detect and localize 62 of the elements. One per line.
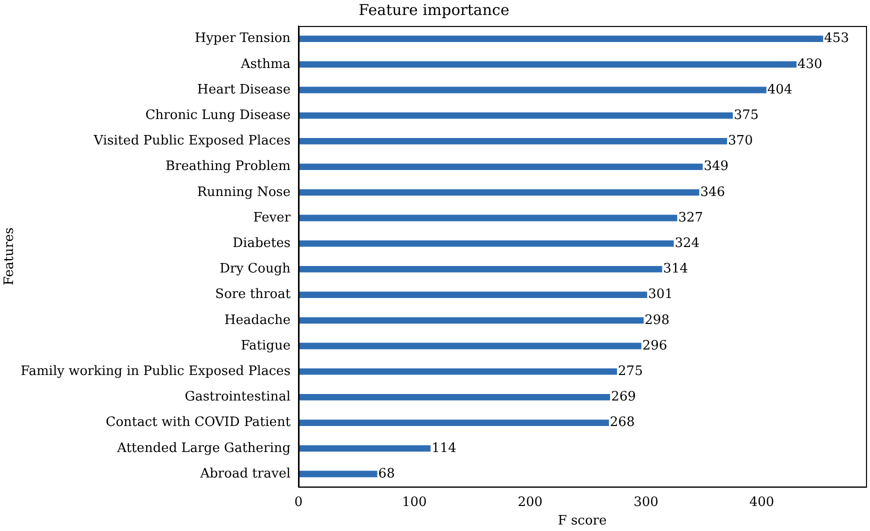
y-tick-label: Attended Large Gathering — [116, 440, 291, 456]
x-tick-label: 400 — [749, 494, 774, 510]
data-label: 349 — [704, 159, 729, 174]
y-tick-label: Asthma — [240, 56, 291, 72]
bar — [298, 112, 733, 119]
y-tick-label: Running Nose — [197, 184, 291, 200]
bar — [298, 189, 700, 196]
bar — [298, 36, 824, 42]
bar — [298, 317, 644, 324]
data-label: 269 — [611, 390, 636, 405]
data-label: 114 — [432, 440, 456, 456]
bar — [298, 164, 703, 170]
data-label: 370 — [728, 134, 753, 149]
bar — [298, 368, 618, 375]
data-label: 275 — [618, 364, 643, 379]
bar — [298, 240, 674, 247]
y-tick-label: Visited Public Exposed Places — [92, 134, 291, 149]
bar — [298, 214, 678, 222]
y-tick-label: Hyper Tension — [194, 31, 292, 46]
y-tick-label: Heart Disease — [197, 82, 291, 98]
x-tick-label: 100 — [402, 494, 427, 510]
data-label: 298 — [644, 312, 670, 328]
bar — [298, 86, 766, 94]
data-label: 301 — [648, 287, 673, 302]
data-label: 375 — [734, 108, 759, 123]
data-label: 314 — [663, 262, 688, 277]
bar — [298, 470, 378, 478]
bar — [298, 394, 610, 400]
y-tick-label: Diabetes — [232, 236, 291, 251]
y-tick-label: Family working in Public Exposed Places — [20, 364, 291, 379]
x-tick-label: 200 — [518, 494, 543, 510]
y-tick-label: Fever — [253, 210, 292, 226]
data-label: 453 — [824, 31, 849, 46]
y-tick-label: Fatigue — [240, 338, 291, 354]
chart-title: Feature importance — [358, 0, 510, 19]
y-axis-title: Features — [2, 227, 18, 286]
data-label: 346 — [700, 184, 726, 200]
bar — [298, 445, 431, 452]
data-label: 430 — [798, 56, 822, 72]
bar — [298, 61, 797, 68]
y-tick-label: Headache — [224, 312, 291, 328]
bar — [298, 420, 609, 426]
x-tick-label: 0 — [294, 494, 303, 510]
y-tick-label: Sore throat — [215, 287, 292, 302]
bar — [298, 292, 648, 298]
y-tick-label: Breathing Problem — [165, 159, 291, 174]
y-tick-label: Contact with COVID Patient — [106, 415, 292, 430]
data-label: 404 — [767, 82, 792, 98]
y-tick-label: Gastrointestinal — [184, 390, 291, 405]
data-label: 324 — [674, 236, 700, 251]
data-label: 268 — [610, 415, 635, 430]
y-tick-label: Dry Cough — [220, 262, 292, 277]
y-tick-label: Chronic Lung Disease — [145, 108, 291, 123]
bar — [298, 342, 642, 350]
y-tick-label: Abroad travel — [199, 466, 291, 482]
bar — [298, 266, 662, 272]
bar — [298, 138, 728, 144]
x-axis-title: F score — [558, 514, 608, 529]
x-tick-label: 300 — [634, 494, 658, 510]
data-label: 327 — [678, 210, 704, 226]
data-label: 296 — [642, 338, 668, 354]
data-label: 68 — [378, 466, 395, 482]
